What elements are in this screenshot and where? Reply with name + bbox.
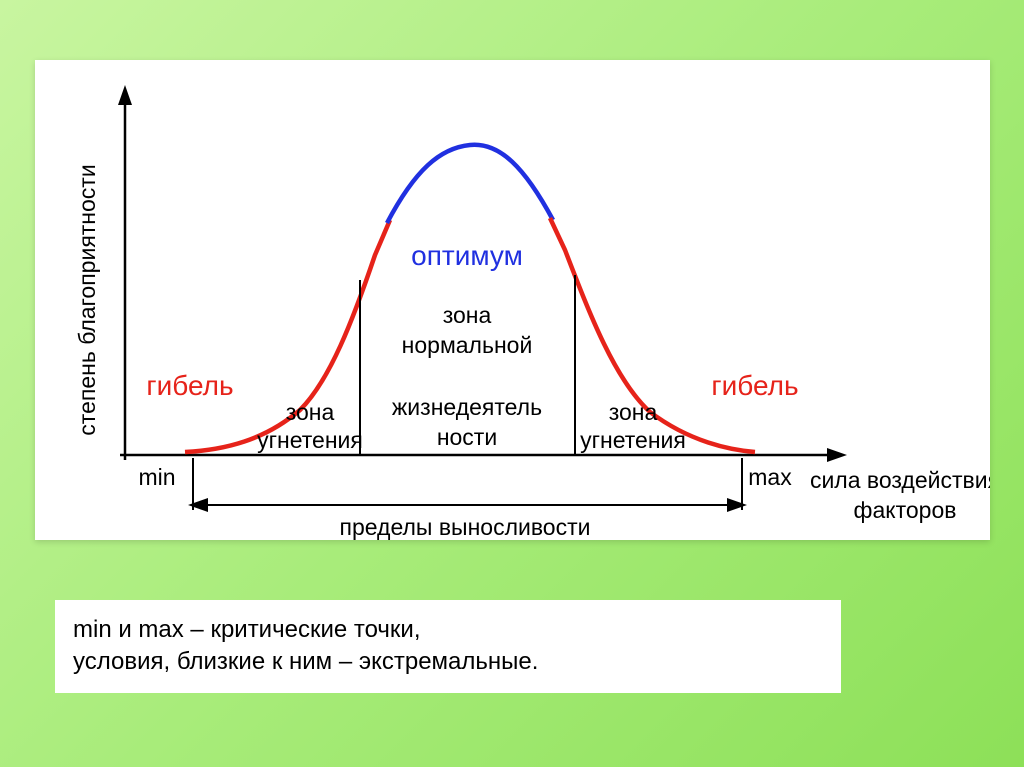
normal-2: нормальной [402,332,533,358]
limits-arrow-left [188,498,208,512]
suppress-right-2: угнетения [580,427,686,453]
normal-3: жизнедеятель [392,394,542,420]
caption-line1: min и max – критические точки, [73,616,420,643]
page-root: степень благоприятности оптимум гибель г… [0,0,1024,767]
y-axis-label: степень благоприятности [74,164,100,435]
suppress-right-1: зона [609,399,658,425]
caption-line2: условия, близкие к ним – экстремальные. [73,648,538,675]
limits-label: пределы выносливости [340,514,591,540]
tolerance-diagram: степень благоприятности оптимум гибель г… [35,60,990,540]
y-axis-arrow [118,85,132,105]
x-axis-label-1: сила воздействия [810,467,990,493]
min-label: min [138,464,175,490]
caption-box: min и max – критические точки, условия, … [55,600,841,693]
suppress-left-1: зона [286,399,335,425]
diagram-svg: степень благоприятности оптимум гибель г… [35,60,990,540]
x-axis-label-2: факторов [854,497,957,523]
death-left-label: гибель [146,370,233,401]
death-right-label: гибель [711,370,798,401]
suppress-left-2: угнетения [257,427,363,453]
optimum-label: оптимум [411,240,523,271]
normal-1: зона [443,302,492,328]
x-axis-arrow [827,448,847,462]
limits-arrow-right [727,498,747,512]
max-label: max [748,464,792,490]
normal-4: ности [437,424,497,450]
curve-blue [387,145,553,223]
